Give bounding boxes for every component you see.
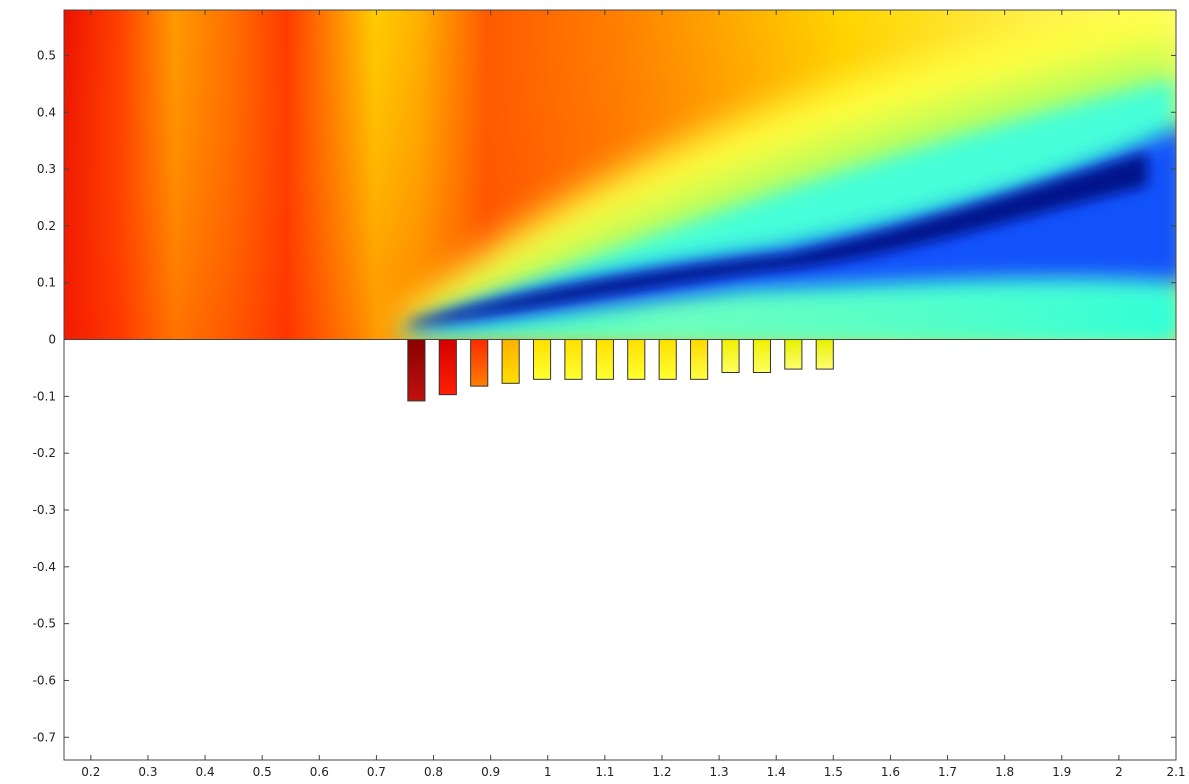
x-tick-label: 1.2	[652, 765, 671, 779]
x-tick-label: 0.7	[367, 765, 386, 779]
bar	[501, 339, 520, 384]
bar	[470, 339, 489, 387]
field-blue-band	[402, 128, 1176, 332]
x-tick-label: 0.4	[196, 765, 215, 779]
y-tick-label: 0.4	[37, 105, 56, 119]
x-tick-label: 0.2	[81, 765, 100, 779]
bar	[532, 339, 552, 380]
y-tick-label: -0.4	[33, 560, 56, 574]
bar	[595, 339, 614, 380]
bars-layer	[64, 339, 1176, 402]
y-tick-label: -0.3	[33, 503, 56, 517]
x-tick-label: 1.4	[767, 765, 786, 779]
y-tick-label: 0.5	[37, 48, 56, 62]
bar	[627, 339, 646, 380]
x-tick-label: 0.8	[424, 765, 443, 779]
bar	[784, 339, 803, 370]
bar	[690, 339, 709, 380]
bar	[752, 339, 771, 373]
x-tick-label: 1.6	[881, 765, 900, 779]
y-tick-label: -0.2	[33, 446, 56, 460]
bar	[438, 339, 457, 396]
bar	[658, 339, 677, 380]
x-tick-label: 0.9	[481, 765, 500, 779]
bar	[815, 339, 834, 370]
x-tick-label: 0.3	[138, 765, 157, 779]
x-tick-label: 1.8	[995, 765, 1014, 779]
y-tick-label: -0.5	[33, 617, 56, 631]
bar	[407, 339, 426, 402]
x-tick-label: 1.1	[595, 765, 614, 779]
plot-frame	[63, 9, 1177, 761]
ticks-layer: 0.2 0.3 0.4 0.5 0.6 0.7 0.8 0.9 1 1.1 1.2 1.3 1.4 1.5…	[33, 10, 1186, 779]
y-tick-label: -0.1	[33, 389, 56, 403]
x-tick-label: 1.9	[1052, 765, 1071, 779]
x-tick-label: 1.7	[938, 765, 957, 779]
y-tick-label: 0	[48, 333, 56, 347]
heatmap-field	[64, 10, 1176, 340]
y-tick-label: -0.6	[33, 673, 56, 687]
bar	[564, 339, 583, 380]
x-tick-label: 0.6	[310, 765, 329, 779]
x-tick-label: 2.1	[1166, 765, 1185, 779]
x-tick-label: 1	[544, 765, 552, 779]
field-dark-core	[410, 152, 1148, 326]
x-tick-label: 0.5	[253, 765, 272, 779]
y-tick-label: 0.3	[37, 162, 56, 176]
y-tick-label: -0.7	[33, 730, 56, 744]
y-tick-label: 0.2	[37, 219, 56, 233]
y-tick-label: 0.1	[37, 276, 56, 290]
bar	[721, 339, 740, 373]
x-tick-label: 1.3	[710, 765, 729, 779]
x-tick-label: 1.5	[824, 765, 843, 779]
x-tick-label: 2	[1115, 765, 1123, 779]
